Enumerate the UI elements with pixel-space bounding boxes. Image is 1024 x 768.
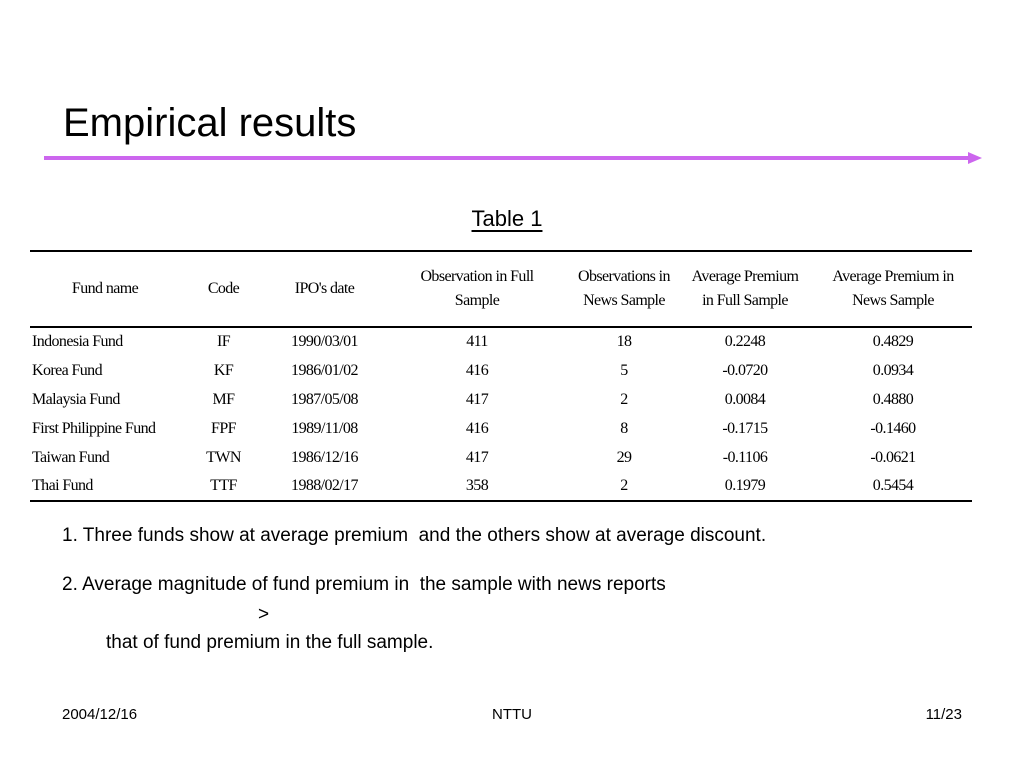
table-row: Korea Fund KF 1986/01/02 416 5 -0.0720 0.0934 bbox=[30, 356, 972, 385]
note-2-line-1: 2. Average magnitude of fund premium in … bbox=[62, 574, 666, 595]
cell-obs-news: 2 bbox=[572, 472, 676, 502]
cell-code: KF bbox=[213, 361, 234, 379]
cell-obs-full: 358 bbox=[382, 472, 572, 502]
table-row: Malaysia Fund MF 1987/05/08 417 2 0.0084 0.488… bbox=[30, 385, 972, 414]
fund-table: Fund name Code IPO's date Observation in… bbox=[30, 250, 972, 502]
cell-ipo-date: 1986/01/02 bbox=[291, 361, 359, 379]
cell-obs-full: 416 bbox=[465, 419, 489, 437]
header-code: Code bbox=[180, 250, 267, 328]
cell-avg-premium-news: 0.0934 bbox=[872, 361, 914, 379]
table-row: Thai Fund TTF 1988/02/17 358 2 0.1979 0.5454 bbox=[30, 472, 972, 502]
cell-ipo-date: 1989/11/08 bbox=[291, 419, 358, 437]
header-obs-news: Observations in News Sample bbox=[572, 250, 676, 328]
cell-obs-news: 8 bbox=[620, 419, 628, 437]
cell-ipo-date: 1986/12/16 bbox=[291, 448, 359, 466]
cell-avg-premium-news: 0.4880 bbox=[872, 390, 914, 408]
cell-avg-premium-news: -0.0621 bbox=[870, 448, 916, 466]
cell-ipo-date: 1987/05/08 bbox=[291, 390, 359, 408]
cell-avg-premium-news: 0.5454 bbox=[814, 472, 972, 502]
cell-obs-news: 2 bbox=[620, 390, 628, 408]
note-2-greater-than: > bbox=[258, 604, 270, 625]
header-avg-premium-news: Average Premium in News Sample bbox=[814, 250, 972, 328]
cell-avg-premium-full: 0.2248 bbox=[724, 333, 766, 350]
table-header-row: Fund name Code IPO's date Observation in… bbox=[30, 250, 972, 328]
cell-code: MF bbox=[212, 390, 236, 408]
cell-obs-full: 417 bbox=[465, 448, 489, 466]
header-fund-name: Fund name bbox=[30, 250, 180, 328]
cell-avg-premium-news: 0.4829 bbox=[872, 333, 914, 350]
cell-avg-premium-full: 0.0084 bbox=[724, 390, 766, 408]
cell-code: TWN bbox=[206, 448, 241, 466]
slide-title: Empirical results bbox=[63, 101, 357, 145]
cell-obs-news: 18 bbox=[616, 333, 632, 350]
cell-avg-premium-news: -0.1460 bbox=[870, 419, 916, 437]
cell-code: FPF bbox=[211, 419, 237, 437]
cell-fund-name: Malaysia Fund bbox=[32, 390, 120, 408]
footer-date: 2004/12/16 bbox=[62, 706, 138, 723]
footer-org: NTTU bbox=[492, 706, 532, 723]
table-row: First Philippine Fund FPF 1989/11/08 416 8 -0… bbox=[30, 414, 972, 443]
cell-obs-news: 5 bbox=[620, 361, 628, 379]
cell-ipo-date: 1988/02/17 bbox=[267, 472, 382, 502]
cell-fund-name: Taiwan Fund bbox=[32, 448, 110, 466]
table-caption-text: Table 1 bbox=[471, 206, 543, 231]
cell-fund-name: First Philippine Fund bbox=[32, 419, 156, 437]
cell-code: IF bbox=[216, 333, 231, 350]
cell-obs-full: 416 bbox=[465, 361, 489, 379]
cell-obs-news: 29 bbox=[616, 448, 632, 466]
footer-center: NTTU bbox=[0, 706, 1024, 723]
note-1: 1. Three funds show at average premium a… bbox=[62, 525, 767, 546]
footer-page-number: 11/23 bbox=[925, 706, 962, 723]
header-avg-premium-full: Average Premium in Full Sample bbox=[676, 250, 814, 328]
note-2-line-3: that of fund premium in the full sample. bbox=[106, 632, 434, 653]
header-ipo-date: IPO's date bbox=[267, 250, 382, 328]
table-row: Taiwan Fund TWN 1986/12/16 417 29 -0.1106 -0.0… bbox=[30, 443, 972, 472]
cell-avg-premium-full: -0.1106 bbox=[722, 448, 768, 466]
cell-obs-full: 417 bbox=[465, 390, 489, 408]
cell-fund-name: Indonesia Fund bbox=[32, 333, 123, 350]
cell-fund-name: Thai Fund bbox=[30, 472, 180, 502]
cell-avg-premium-full: 0.1979 bbox=[676, 472, 814, 502]
cell-ipo-date: 1990/03/01 bbox=[291, 333, 359, 350]
cell-code: TTF bbox=[180, 472, 267, 502]
cell-obs-full: 411 bbox=[466, 333, 488, 350]
table-row: Indonesia Fund IF 1990/03/01 411 18 0.2248 0.4… bbox=[30, 327, 972, 356]
title-divider-arrow bbox=[44, 152, 982, 164]
cell-avg-premium-full: -0.0720 bbox=[722, 361, 768, 379]
cell-avg-premium-full: -0.1715 bbox=[722, 419, 768, 437]
table-body: Indonesia Fund IF 1990/03/01 411 18 0.2248 0.4… bbox=[30, 327, 972, 502]
table-caption: Table 1 bbox=[0, 206, 1014, 232]
cell-fund-name: Korea Fund bbox=[32, 361, 103, 379]
header-obs-full: Observation in Full Sample bbox=[382, 250, 572, 328]
